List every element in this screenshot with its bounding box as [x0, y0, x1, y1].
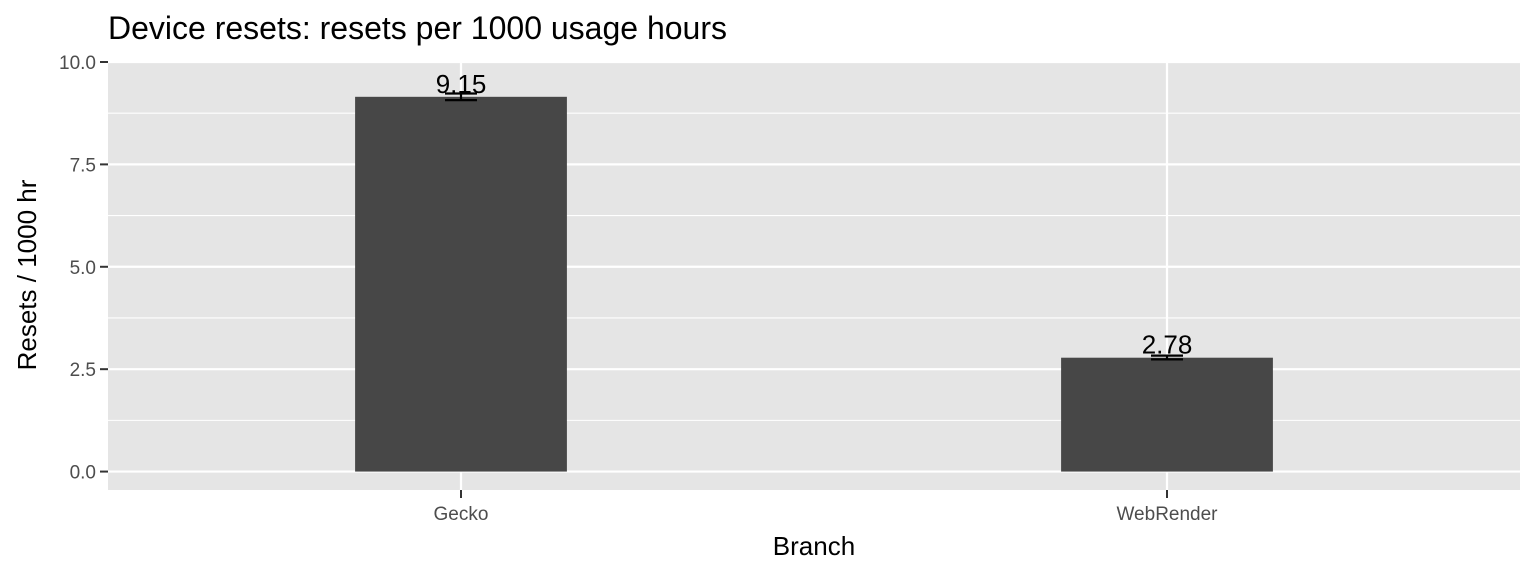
x-tick-label: WebRender — [1116, 504, 1218, 525]
y-axis-title: Resets / 1000 hr — [12, 179, 42, 370]
x-tick-label: Gecko — [434, 504, 489, 525]
data-label-gecko: 9.15 — [436, 69, 487, 99]
grid-lines — [108, 60, 1520, 490]
data-labels: 9.15 2.78 — [436, 69, 1193, 360]
y-axis: 0.0 2.5 5.0 7.5 10.0 — [59, 53, 108, 484]
data-label-webrender: 2.78 — [1142, 330, 1193, 360]
plot-panel — [108, 62, 1520, 490]
bar-gecko — [355, 96, 567, 472]
x-axis-title: Branch — [773, 531, 855, 561]
error-bars — [445, 92, 1183, 361]
x-axis: Gecko WebRender — [434, 490, 1218, 525]
y-tick-label: 10.0 — [59, 53, 96, 74]
bar-webrender — [1061, 357, 1273, 472]
y-tick-label: 7.5 — [70, 155, 96, 176]
y-tick-label: 5.0 — [70, 258, 96, 279]
y-tick-label: 0.0 — [70, 463, 96, 484]
bars — [355, 96, 1273, 472]
y-tick-label: 2.5 — [70, 360, 96, 381]
chart-title: Device resets: resets per 1000 usage hou… — [108, 10, 727, 46]
